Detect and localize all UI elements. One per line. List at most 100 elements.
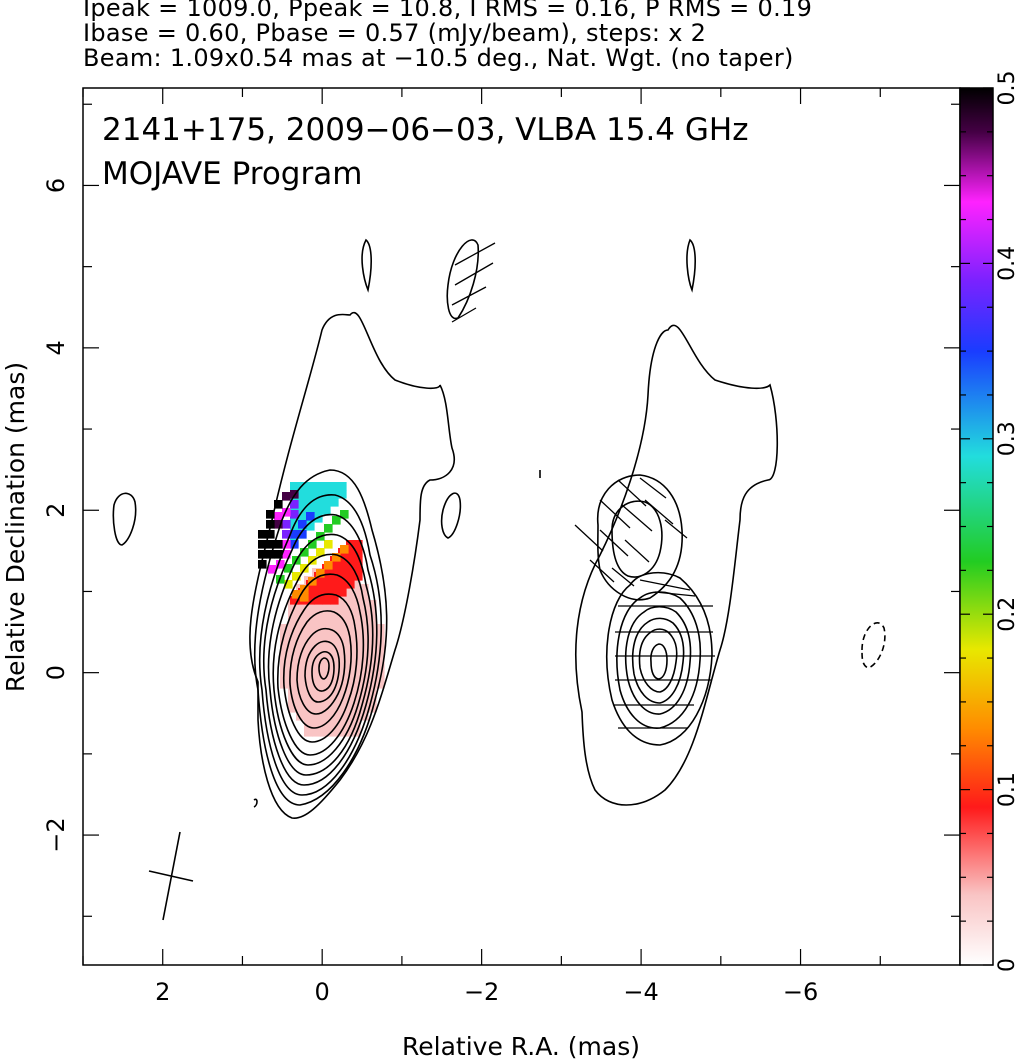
pol-pixel bbox=[354, 564, 363, 573]
pol-pixel bbox=[312, 720, 321, 729]
pol-pixel bbox=[274, 512, 283, 521]
pol-pixel bbox=[346, 580, 355, 589]
pol-pixel bbox=[316, 548, 325, 557]
pol-pixel bbox=[280, 624, 289, 633]
pol-pixel bbox=[336, 648, 345, 657]
pol-vector bbox=[451, 286, 487, 306]
contour-left-7 bbox=[276, 573, 365, 756]
pol-vector bbox=[621, 504, 653, 532]
pol-pixel bbox=[312, 648, 321, 657]
pol-pixel bbox=[258, 540, 267, 549]
pol-pixel bbox=[306, 588, 315, 597]
pol-pixel bbox=[312, 616, 321, 625]
pol-pixel bbox=[282, 530, 291, 539]
map-subtitle: MOJAVE Program bbox=[102, 156, 362, 192]
y-tick-label: 6 bbox=[42, 178, 70, 193]
pol-pixel bbox=[314, 588, 323, 597]
contour-left-blob-ne bbox=[446, 239, 480, 320]
contour-right-3 bbox=[616, 591, 702, 729]
pol-pixel bbox=[352, 712, 361, 721]
pol-pixel bbox=[288, 648, 297, 657]
pol-pixel bbox=[360, 680, 369, 689]
pol-vector bbox=[639, 477, 667, 499]
pol-pixel bbox=[336, 608, 345, 617]
pol-vector bbox=[454, 262, 494, 286]
pol-pixel bbox=[338, 490, 347, 499]
pol-pixel bbox=[290, 596, 299, 605]
pol-pixel bbox=[322, 596, 331, 605]
pol-pixel bbox=[312, 672, 321, 681]
pol-pixel bbox=[320, 608, 329, 617]
pol-pixel bbox=[298, 490, 307, 499]
pol-pixel bbox=[258, 550, 267, 559]
pol-pixel bbox=[320, 672, 329, 681]
pol-pixel bbox=[306, 596, 315, 605]
pol-pixel bbox=[360, 584, 369, 593]
plot-header: Ipeak = 1009.0, Ppeak = 10.8, I RMS = 0.… bbox=[83, 0, 983, 71]
contour-left-10 bbox=[296, 627, 346, 715]
pol-pixel bbox=[274, 520, 283, 529]
axis-ticks bbox=[82, 88, 961, 965]
pol-pixel bbox=[376, 624, 385, 633]
pol-pixel bbox=[320, 616, 329, 625]
pol-pixel bbox=[276, 560, 285, 569]
pol-pixel bbox=[340, 545, 349, 554]
map-title: 2141+175, 2009−06−03, VLBA 15.4 GHz bbox=[102, 112, 748, 148]
contour-left-outer bbox=[249, 311, 455, 819]
pol-pixel bbox=[344, 664, 353, 673]
pol-pixel bbox=[312, 656, 321, 665]
pol-pixel bbox=[344, 672, 353, 681]
pol-pixel bbox=[330, 588, 339, 597]
y-tick-label: 4 bbox=[42, 340, 70, 355]
pol-pixel bbox=[360, 608, 369, 617]
pol-pixel bbox=[346, 572, 355, 581]
header-line-1: Ipeak = 1009.0, Ppeak = 10.8, I RMS = 0.… bbox=[83, 0, 813, 22]
colorbar-tick-labels: 0 0.1 0.2 0.3 0.4 0.5 bbox=[995, 71, 1020, 973]
pol-pixel bbox=[368, 680, 377, 689]
pol-pixel bbox=[346, 548, 355, 557]
pol-pixel bbox=[296, 656, 305, 665]
pol-pixel bbox=[330, 596, 339, 605]
plot-frame bbox=[82, 87, 961, 966]
polarization-vectors bbox=[451, 242, 715, 729]
pol-vector bbox=[599, 529, 629, 557]
pol-pixel bbox=[274, 500, 283, 509]
pol-pixel bbox=[336, 616, 345, 625]
pol-pixel bbox=[360, 616, 369, 625]
beam-minor-axis bbox=[148, 870, 194, 882]
pol-pixel bbox=[298, 530, 307, 539]
pol-pixel bbox=[300, 593, 309, 602]
pol-pixel bbox=[376, 664, 385, 673]
pol-pixel bbox=[330, 498, 339, 507]
pol-pixel bbox=[352, 600, 361, 609]
pol-pixel bbox=[320, 664, 329, 673]
pol-pixel bbox=[336, 704, 345, 713]
pol-pixel bbox=[344, 680, 353, 689]
pol-pixel bbox=[296, 704, 305, 713]
header-line-2: Ibase = 0.60, Pbase = 0.57 (mJy/beam), s… bbox=[83, 19, 707, 47]
pol-pixel bbox=[320, 680, 329, 689]
y-tick-label: 2 bbox=[42, 503, 70, 518]
pol-pixel bbox=[346, 564, 355, 573]
pol-pixel bbox=[328, 656, 337, 665]
pol-pixel bbox=[322, 498, 331, 507]
pol-pixel bbox=[312, 712, 321, 721]
contour-right-2 bbox=[606, 571, 713, 746]
pol-pixel bbox=[336, 680, 345, 689]
pol-pixel bbox=[368, 656, 377, 665]
pol-pixel bbox=[304, 648, 313, 657]
pol-pixel bbox=[266, 540, 275, 549]
pol-pixel bbox=[298, 520, 307, 529]
pol-pixel bbox=[306, 522, 315, 531]
pol-vector bbox=[664, 519, 688, 539]
pol-vector bbox=[654, 591, 696, 597]
pol-pixel bbox=[322, 588, 331, 597]
contour-left-4 bbox=[262, 513, 378, 786]
pol-pixel bbox=[288, 664, 297, 673]
pol-pixel bbox=[312, 608, 321, 617]
pol-vector bbox=[644, 499, 674, 525]
pol-pixel bbox=[290, 510, 299, 519]
pol-pixel bbox=[314, 482, 323, 491]
contour-left-blob-north bbox=[361, 238, 372, 293]
pol-pixel bbox=[328, 672, 337, 681]
